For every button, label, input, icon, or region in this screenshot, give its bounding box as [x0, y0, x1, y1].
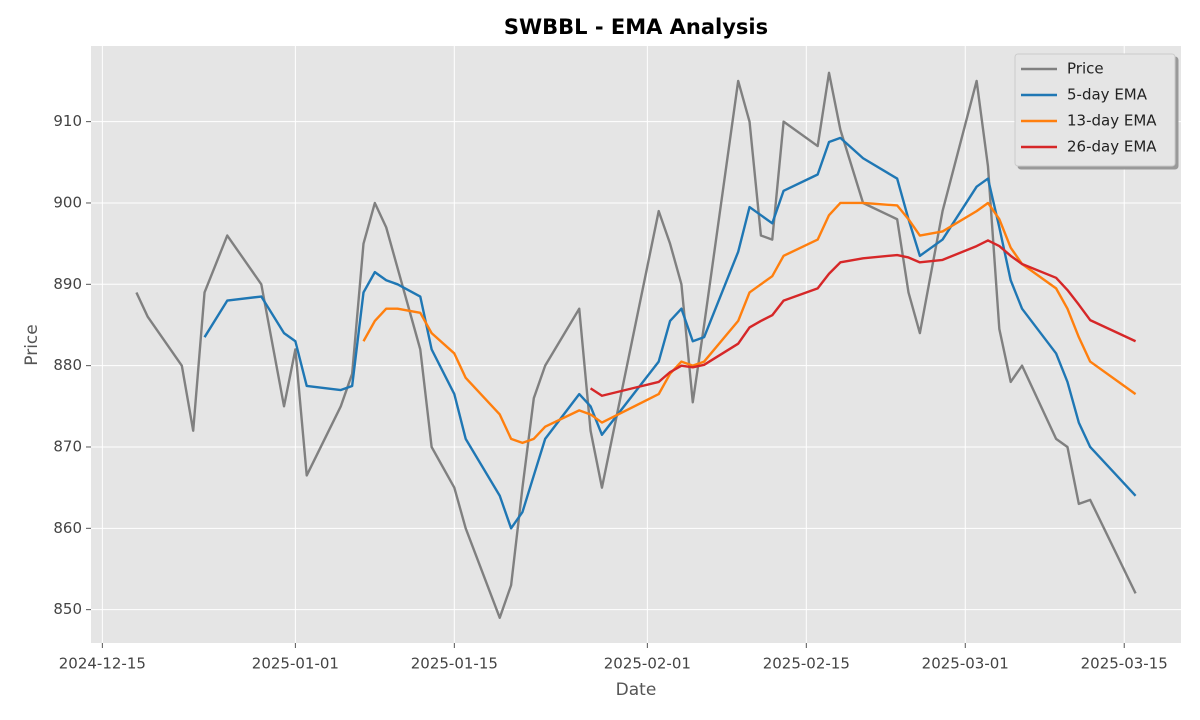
y-axis-label: Price	[22, 324, 42, 365]
x-tick-label: 2024-12-15	[59, 655, 146, 673]
legend-label: Price	[1067, 60, 1104, 78]
x-tick-label: 2025-01-01	[252, 655, 339, 673]
line-series	[362, 201, 1137, 445]
chart-title: SWBBL - EMA Analysis	[504, 15, 768, 39]
x-tick-label: 2025-03-15	[1081, 655, 1168, 673]
x-axis-label: Date	[616, 680, 657, 700]
x-tick-label: 2025-02-15	[763, 655, 850, 673]
x-tick-label: 2025-01-15	[411, 655, 498, 673]
legend-label: 13-day EMA	[1067, 112, 1157, 130]
legend-label: 5-day EMA	[1067, 86, 1148, 104]
y-tick-label: 860	[53, 519, 82, 537]
x-tick-label: 2025-03-01	[922, 655, 1009, 673]
y-tick-label: 890	[53, 275, 82, 293]
y-tick-label: 870	[53, 437, 82, 455]
y-tick-label: 880	[53, 356, 82, 374]
legend-label: 26-day EMA	[1067, 138, 1157, 156]
legend-box	[1014, 53, 1176, 167]
line-series	[589, 239, 1137, 397]
y-tick-label: 850	[53, 600, 82, 618]
x-tick-label: 2025-02-01	[604, 655, 691, 673]
y-tick-label: 900	[53, 193, 82, 211]
line-series	[135, 71, 1137, 619]
y-tick-label: 910	[53, 112, 82, 130]
line-series	[203, 136, 1137, 530]
